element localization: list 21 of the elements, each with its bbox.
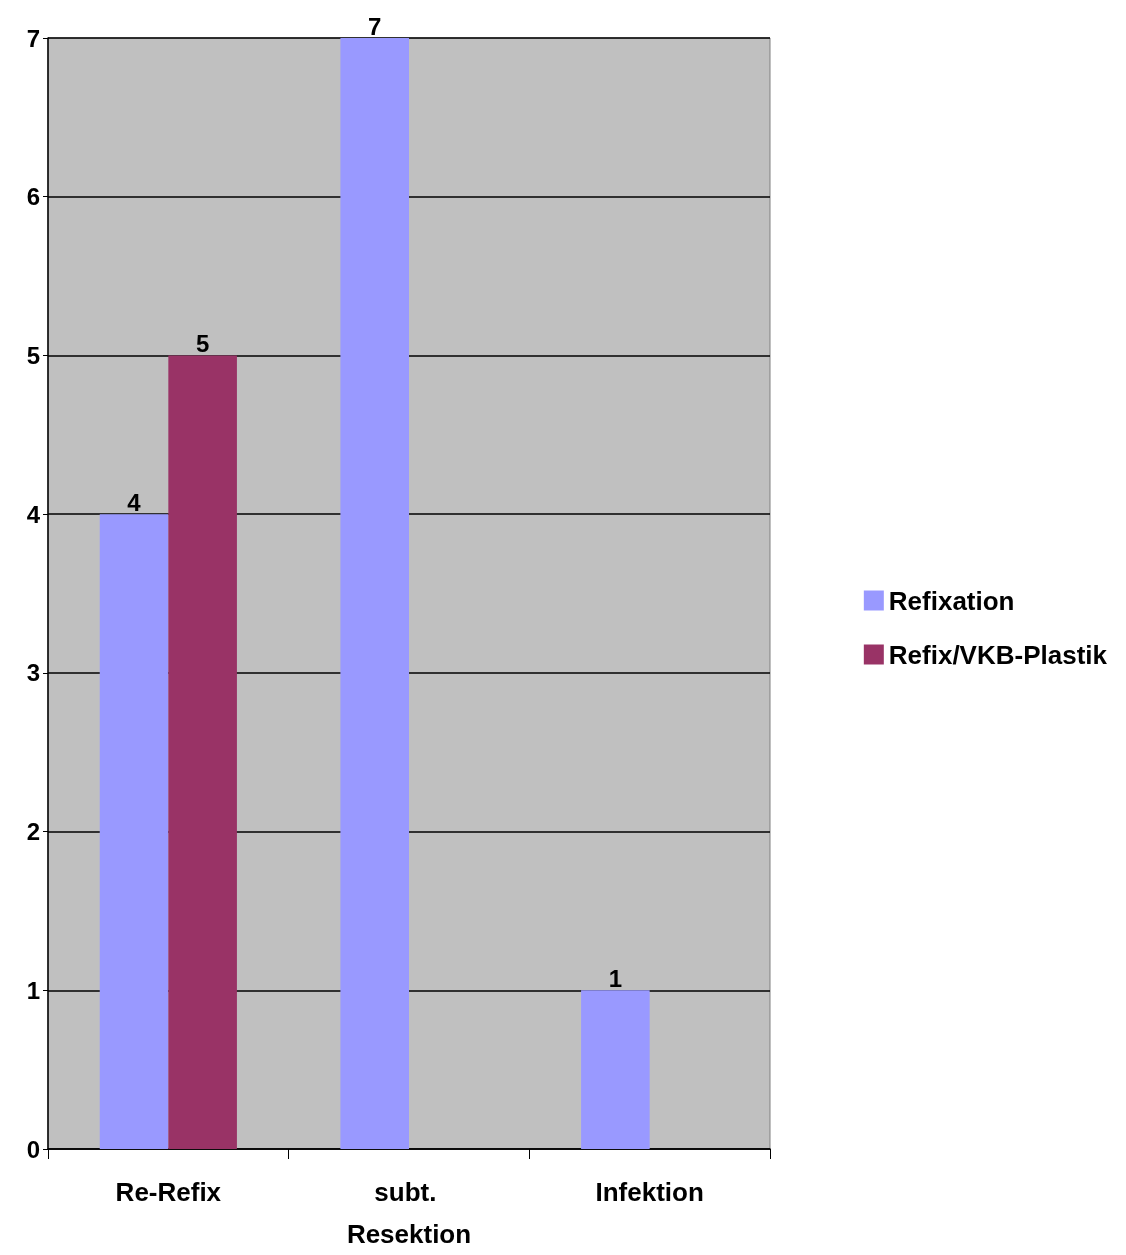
bar	[581, 990, 650, 1149]
legend-label: Refix/VKB-Plastik	[888, 639, 1108, 670]
y-tick-label: 0	[26, 1135, 40, 1163]
y-tick-label: 2	[26, 818, 40, 846]
data-label: 5	[195, 329, 210, 357]
y-tick-label: 5	[26, 341, 40, 369]
bar	[168, 355, 237, 1149]
y-tick-label: 3	[26, 659, 40, 687]
legend-label: Refixation	[888, 585, 1015, 616]
x-tick-label: subt. Resektion	[346, 1177, 472, 1249]
data-label: 7	[368, 12, 382, 40]
data-label: 4	[127, 488, 142, 516]
y-tick-label: 4	[26, 500, 41, 528]
data-label: 1	[608, 964, 623, 992]
bar	[99, 514, 169, 1149]
y-tick-label: 7	[26, 24, 40, 52]
x-tick-label: Infektion	[595, 1177, 704, 1207]
x-tick-label: Re-Refix	[115, 1177, 222, 1207]
y-tick-label: 1	[26, 976, 40, 1004]
bar	[340, 38, 409, 1149]
y-tick-label: 6	[26, 183, 40, 211]
